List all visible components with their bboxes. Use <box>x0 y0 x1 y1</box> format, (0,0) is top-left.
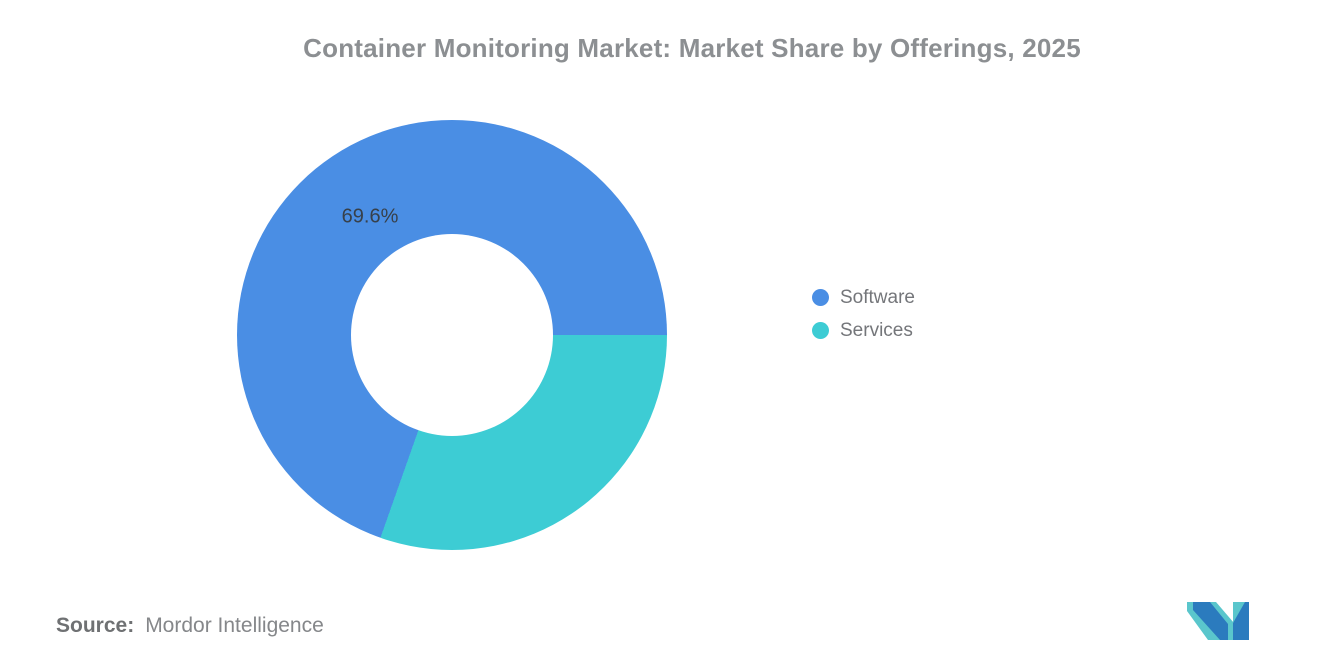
source-label: Source: <box>56 614 135 637</box>
legend-swatch-software-icon <box>812 289 829 306</box>
chart-title: Container Monitoring Market: Market Shar… <box>303 33 1081 63</box>
legend-item-software[interactable]: Software <box>812 281 915 314</box>
source-line: Source: Mordor Intelligence <box>56 614 324 638</box>
legend-item-services[interactable]: Services <box>812 314 915 347</box>
donut-chart: 69.6% <box>237 120 667 550</box>
legend-swatch-services-icon <box>812 322 829 339</box>
donut-hole <box>351 234 553 436</box>
chart-legend: Software Services <box>812 281 915 347</box>
slice-data-label-software: 69.6% <box>341 205 399 228</box>
mordor-intelligence-logo-icon <box>1187 602 1249 640</box>
legend-label-software: Software <box>840 286 915 308</box>
source-value: Mordor Intelligence <box>145 614 324 637</box>
legend-label-services: Services <box>840 319 913 341</box>
